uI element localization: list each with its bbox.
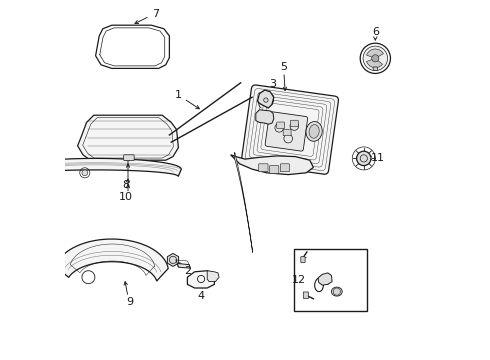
Polygon shape bbox=[256, 110, 274, 124]
FancyBboxPatch shape bbox=[291, 120, 298, 127]
Polygon shape bbox=[318, 273, 332, 285]
Ellipse shape bbox=[309, 125, 319, 138]
FancyBboxPatch shape bbox=[270, 166, 279, 174]
Text: 5: 5 bbox=[280, 62, 287, 72]
Text: 2: 2 bbox=[184, 266, 191, 276]
Text: 4: 4 bbox=[197, 291, 205, 301]
Text: 1: 1 bbox=[175, 90, 182, 100]
FancyBboxPatch shape bbox=[301, 257, 305, 262]
Polygon shape bbox=[231, 155, 314, 175]
FancyBboxPatch shape bbox=[373, 67, 377, 71]
Polygon shape bbox=[77, 115, 178, 160]
Circle shape bbox=[82, 170, 88, 176]
Polygon shape bbox=[177, 264, 190, 268]
Wedge shape bbox=[367, 49, 384, 58]
Polygon shape bbox=[168, 253, 179, 266]
FancyBboxPatch shape bbox=[265, 112, 308, 151]
FancyBboxPatch shape bbox=[283, 129, 291, 136]
Text: 3: 3 bbox=[270, 78, 276, 89]
Polygon shape bbox=[96, 25, 170, 68]
Text: 12: 12 bbox=[292, 275, 306, 285]
Polygon shape bbox=[187, 271, 215, 288]
Circle shape bbox=[357, 151, 371, 166]
Wedge shape bbox=[367, 58, 383, 68]
Circle shape bbox=[363, 46, 388, 71]
FancyBboxPatch shape bbox=[277, 122, 285, 129]
Text: 10: 10 bbox=[119, 192, 132, 202]
Polygon shape bbox=[10, 158, 181, 176]
Ellipse shape bbox=[306, 122, 322, 141]
Text: 11: 11 bbox=[370, 153, 385, 163]
Ellipse shape bbox=[331, 287, 342, 296]
Circle shape bbox=[372, 55, 379, 62]
FancyBboxPatch shape bbox=[242, 85, 339, 174]
Polygon shape bbox=[258, 90, 274, 108]
FancyBboxPatch shape bbox=[280, 164, 290, 172]
Text: 9: 9 bbox=[126, 297, 133, 307]
Text: 8: 8 bbox=[122, 180, 129, 190]
FancyBboxPatch shape bbox=[123, 155, 134, 161]
FancyBboxPatch shape bbox=[259, 164, 268, 172]
Polygon shape bbox=[56, 239, 168, 281]
FancyBboxPatch shape bbox=[303, 292, 308, 298]
Text: 7: 7 bbox=[152, 9, 159, 19]
Polygon shape bbox=[207, 271, 219, 282]
Text: 6: 6 bbox=[372, 27, 379, 37]
